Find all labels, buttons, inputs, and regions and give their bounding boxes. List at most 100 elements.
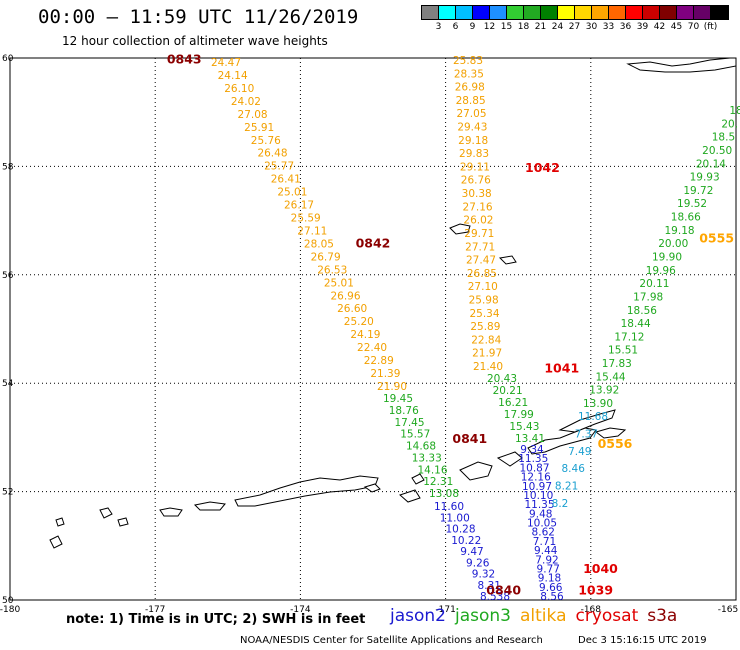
colorbar-label: 15: [500, 22, 513, 32]
swh-value-label: 11.35: [524, 499, 554, 511]
swh-value-label: 17.99: [504, 409, 534, 421]
swh-value-label: 9.47: [460, 546, 483, 558]
swh-value-label: 15.44: [596, 371, 626, 383]
swh-value-label: 8.46: [562, 463, 586, 475]
swh-value-label: 25.01: [324, 277, 354, 289]
swh-value-label: 19.96: [646, 265, 676, 277]
coastline-shape: [234, 475, 379, 507]
coastline-layer: [49, 57, 737, 549]
swh-value-label: 15.57: [400, 429, 430, 441]
swh-value-label: 20.50: [702, 145, 732, 157]
coastline-shape: [449, 223, 471, 235]
swh-value-label: 24.47: [211, 57, 241, 69]
pass-time-label: 0843: [167, 51, 202, 66]
swh-value-label: 25.76: [251, 135, 281, 147]
swh-value-label: 26.10: [224, 83, 254, 95]
legend-item-cryosat: cryosat: [575, 606, 639, 626]
swh-value-label: 20.21: [493, 385, 523, 397]
swh-value-label: 9.26: [466, 557, 490, 569]
swh-value-label: 10.87: [519, 462, 549, 474]
lon-tick-label: -165: [718, 605, 738, 615]
swh-value-label: 14.16: [417, 464, 447, 476]
colorbar-label: 9: [469, 22, 476, 32]
coastline-shape: [49, 535, 63, 549]
swh-value-label: 17.98: [633, 291, 663, 303]
swh-value-label: 11.35: [518, 453, 548, 465]
lat-tick-label: 56: [2, 271, 14, 281]
swh-value-label: 13.08: [429, 488, 459, 500]
legend-item-s3a: s3a: [647, 606, 678, 626]
colorbar-label: 42: [653, 22, 666, 32]
swh-value-label: 26.48: [257, 148, 287, 160]
page-subtitle: 12 hour collection of altimeter wave hei…: [62, 34, 328, 48]
pass-time-label: 1042: [525, 160, 560, 175]
lon-tick-label: -180: [0, 605, 20, 615]
swh-value-label: 17.83: [602, 358, 632, 370]
swh-value-label: 26.53: [317, 264, 347, 276]
swh-value-label: 26.41: [271, 174, 301, 186]
swh-value-label: 25.01: [277, 187, 307, 199]
swh-value-label: 26.02: [463, 215, 493, 227]
swh-value-label: 19.93: [690, 172, 720, 184]
swh-value-label: 26.76: [461, 175, 491, 187]
swh-value-label: 9.77: [537, 563, 560, 575]
swh-value-label: 20.43: [487, 373, 517, 385]
colorbar-label: 39: [636, 22, 649, 32]
lat-tick-label: 52: [2, 488, 13, 498]
coastline-shape: [498, 255, 517, 265]
colorbar-label: 12: [483, 22, 496, 32]
swh-value-label: 7.71: [533, 536, 556, 548]
swh-value-label: 10.05: [527, 518, 557, 530]
lat-tick-label: 54: [2, 379, 14, 389]
swh-value-label: 27.08: [238, 109, 268, 121]
swh-value-label: 8.62: [532, 527, 555, 539]
swh-value-label: 25.34: [469, 308, 499, 320]
swh-value-label: 30.38: [462, 188, 492, 200]
colorbar-label: 24: [551, 22, 564, 32]
legend-item-jason3: jason3: [455, 606, 511, 626]
swh-value-label: 14.68: [406, 441, 436, 453]
swh-value-label: 25.98: [469, 294, 499, 306]
swh-value-label: 17.45: [394, 417, 424, 429]
coastline-shape: [459, 461, 493, 481]
swh-value-label: 19.90: [652, 252, 682, 264]
swh-value-label: 19.72: [683, 185, 713, 197]
swh-value-label: 9.44: [534, 545, 558, 557]
satellite-legend: jason2 jason3 altika cryosat s3a: [390, 606, 686, 626]
colorbar-label: 45: [670, 22, 683, 32]
swh-value-label: 29.18: [458, 135, 488, 147]
swh-value-label: 7.37: [575, 428, 598, 440]
colorbar-label: 21: [534, 22, 547, 32]
swh-value-label: 20.14: [696, 158, 726, 170]
swh-value-label: 28.05: [304, 238, 334, 250]
swh-value-label: 24.19: [350, 329, 380, 341]
swh-value-label: 21.39: [370, 368, 400, 380]
pass-time-label: 0842: [356, 236, 391, 251]
colorbar-label: 6: [452, 22, 459, 32]
swh-value-label: 27.05: [456, 108, 486, 120]
swh-value-label: 15.43: [509, 421, 539, 433]
swh-value-label: 8.2: [552, 498, 569, 510]
swh-value-label: 8.21: [555, 481, 578, 493]
colorbar-label: 18: [517, 22, 530, 32]
coastline-shape: [363, 483, 381, 493]
swh-value-label: 27.47: [466, 255, 496, 267]
swh-value-label: 19.45: [383, 393, 413, 405]
swh-value-label: 10.28: [445, 524, 475, 536]
pass-time-label: 0556: [598, 436, 633, 451]
pass-time-label: 1040: [583, 561, 618, 576]
swh-value-label: 25.89: [470, 321, 500, 333]
colorbar-label: 3: [435, 22, 442, 32]
colorbar-label: 27: [568, 22, 581, 32]
coastline-shape: [558, 409, 616, 433]
coastline-shape: [527, 427, 597, 455]
pass-time-label: 0841: [452, 431, 487, 446]
swh-value-label: 27.10: [468, 281, 498, 293]
swh-value-label: 29.83: [459, 148, 489, 160]
colorbar-label: (ft): [703, 22, 718, 32]
swh-value-label: 26.17: [284, 200, 314, 212]
swh-value-label: 10.97: [522, 481, 552, 493]
coastline-shape: [626, 57, 737, 73]
lat-tick-label: 60: [2, 54, 14, 64]
swh-value-label: 19.18: [665, 225, 695, 237]
